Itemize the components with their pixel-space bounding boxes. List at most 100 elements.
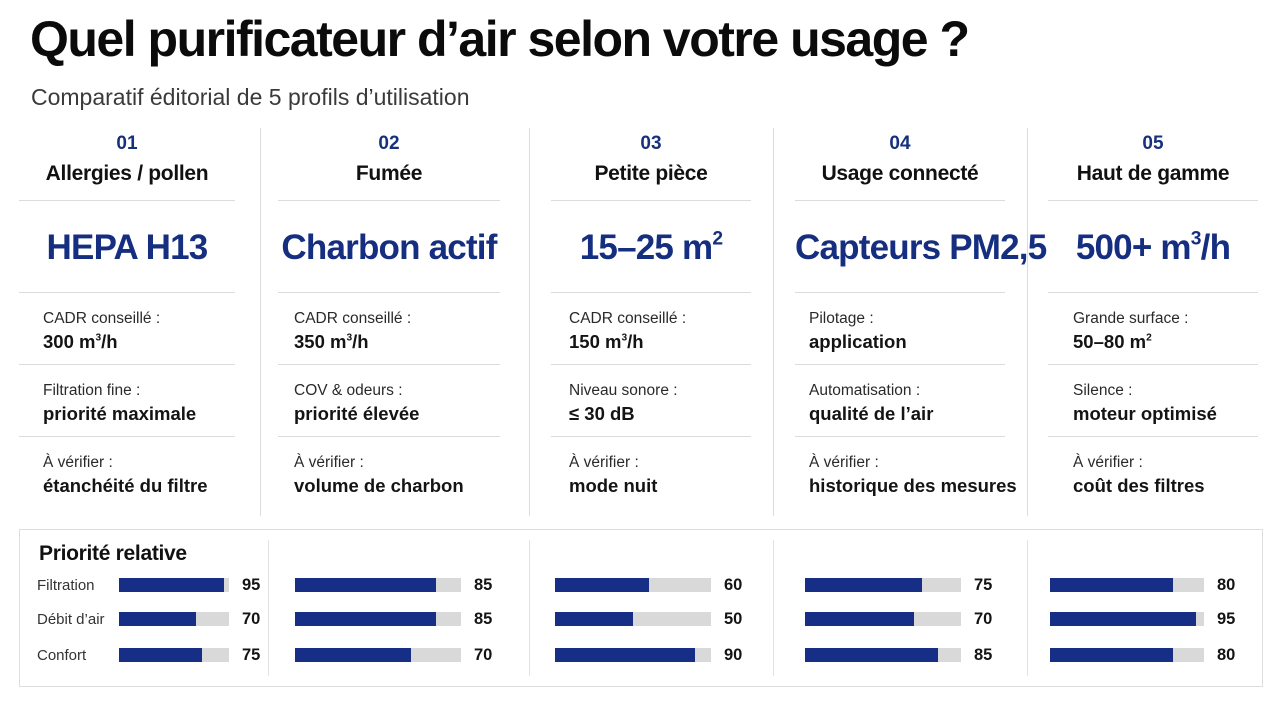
profile-name: Petite pièce (594, 162, 708, 185)
criterion-label: À vérifier : (569, 454, 639, 471)
divider (19, 200, 235, 201)
criterion-value: volume de charbon (294, 475, 464, 496)
profile-card-usage-connecte: 04 Usage connecté Capteurs PM2,5 Pilotag… (795, 128, 1047, 516)
criterion-label: COV & odeurs : (294, 382, 403, 399)
profile-number: 05 (1142, 133, 1164, 154)
panel-divider (268, 540, 269, 676)
divider (795, 436, 1005, 437)
priority-bar-track (1050, 648, 1204, 662)
page-subtitle: Comparatif éditorial de 5 profils d’util… (31, 84, 470, 110)
priority-bar-fill (1050, 648, 1174, 662)
profile-highlight: 500+ m3/h (1075, 228, 1231, 267)
criterion-label: Niveau sonore : (569, 382, 678, 399)
priority-score: 85 (474, 576, 493, 594)
priority-bar-track (119, 612, 229, 626)
priority-score: 75 (974, 576, 993, 594)
panel-divider (773, 540, 774, 676)
priority-panel (19, 529, 1263, 687)
profile-highlight: Capteurs PM2,5 (795, 228, 1047, 267)
priority-bar-track (555, 578, 711, 592)
priority-score: 60 (724, 576, 743, 594)
priority-bar-fill (119, 578, 224, 592)
criterion-value: priorité maximale (43, 403, 197, 424)
profile-card-petite-piece: 03 Petite pièce 15–25 m2 CADR conseillé … (551, 128, 751, 516)
criterion-label: Filtration fine : (43, 382, 141, 399)
priority-bar-track (1050, 612, 1204, 626)
panel-divider (1027, 540, 1028, 676)
divider (551, 364, 751, 365)
priority-bar-track (119, 578, 229, 592)
priority-bar-track (555, 612, 711, 626)
divider (19, 292, 235, 293)
criterion-value: ≤ 30 dB (569, 403, 635, 424)
criterion-value: 300 m3/h (43, 331, 118, 352)
divider (551, 436, 751, 437)
divider (278, 436, 500, 437)
column-divider (260, 128, 261, 516)
profile-name: Usage connecté (821, 162, 979, 185)
priority-row-label: Filtration (37, 577, 95, 594)
criterion-label: Pilotage : (809, 310, 874, 327)
priority-bar-track (119, 648, 229, 662)
priority-bar-fill (805, 648, 938, 662)
profile-card-haut-de-gamme: 05 Haut de gamme 500+ m3/h Grande surfac… (1048, 128, 1258, 516)
priority-bar-fill (805, 612, 915, 626)
priority-score: 70 (974, 610, 993, 628)
divider (19, 436, 235, 437)
priority-score: 85 (474, 610, 493, 628)
criterion-label: CADR conseillé : (294, 310, 412, 327)
priority-bar-fill (1050, 578, 1174, 592)
priority-score: 95 (1217, 610, 1236, 628)
profile-name: Allergies / pollen (45, 162, 209, 185)
criterion-label: Grande surface : (1073, 310, 1189, 327)
priority-bar-track (295, 648, 461, 662)
priority-bar-fill (1050, 612, 1197, 626)
priority-score: 80 (1217, 646, 1236, 664)
priority-score: 80 (1217, 576, 1236, 594)
profile-number: 02 (378, 133, 400, 154)
priority-bar-fill (295, 578, 437, 592)
criterion-label: À vérifier : (43, 454, 113, 471)
priority-title: Priorité relative (39, 542, 187, 565)
criterion-value: priorité élevée (294, 403, 420, 424)
divider (795, 200, 1005, 201)
criterion-label: Automatisation : (809, 382, 921, 399)
priority-score: 90 (724, 646, 743, 664)
divider (551, 292, 751, 293)
priority-bar-track (295, 578, 461, 592)
criterion-label: Silence : (1073, 382, 1133, 399)
criterion-value: application (809, 331, 907, 352)
criterion-label: CADR conseillé : (43, 310, 161, 327)
profile-highlight: HEPA H13 (46, 228, 209, 267)
divider (278, 200, 500, 201)
priority-score: 70 (474, 646, 493, 664)
criterion-value: 150 m3/h (569, 331, 644, 352)
criterion-value: 50–80 m2 (1073, 331, 1152, 352)
divider (278, 292, 500, 293)
page-title: Quel purificateur d’air selon votre usag… (30, 11, 970, 67)
divider (1048, 292, 1258, 293)
priority-bar-track (805, 612, 961, 626)
priority-score: 95 (242, 576, 261, 594)
priority-bar-track (1050, 578, 1204, 592)
profile-card-allergies: 01 Allergies / pollen HEPA H13 CADR cons… (19, 128, 235, 516)
criterion-label: À vérifier : (809, 454, 879, 471)
priority-bar-fill (555, 578, 649, 592)
profile-name: Fumée (355, 162, 423, 185)
priority-bar-fill (119, 612, 196, 626)
priority-score: 85 (974, 646, 993, 664)
divider (795, 364, 1005, 365)
divider (795, 292, 1005, 293)
priority-bar-track (555, 648, 711, 662)
priority-bar-track (805, 578, 961, 592)
divider (278, 364, 500, 365)
priority-bar-track (805, 648, 961, 662)
criterion-value: moteur optimisé (1073, 403, 1217, 424)
priority-score: 70 (242, 610, 261, 628)
column-divider (529, 128, 530, 516)
profile-number: 01 (116, 133, 138, 154)
criterion-value: coût des filtres (1073, 475, 1205, 496)
priority-bar-fill (805, 578, 922, 592)
priority-bar-fill (295, 648, 412, 662)
panel-divider (529, 540, 530, 676)
